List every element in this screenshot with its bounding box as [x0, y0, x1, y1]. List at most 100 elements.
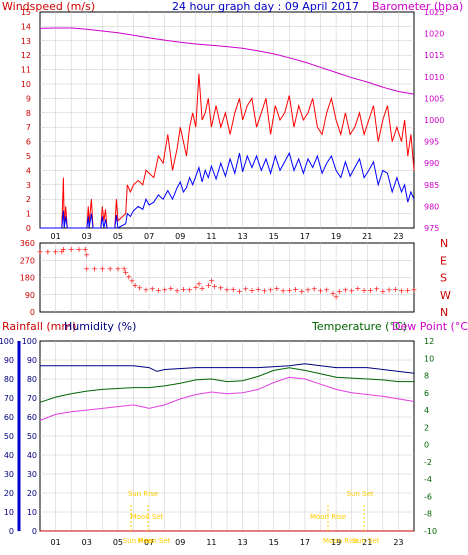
- direction-point: +: [136, 283, 143, 292]
- astro-label: Moon Set: [138, 537, 171, 545]
- rainfall-tick-label: 60: [4, 413, 14, 422]
- direction-point: +: [398, 287, 405, 296]
- humidity-tick-label: 20: [27, 489, 37, 498]
- direction-point: +: [83, 264, 90, 273]
- barometer-tick-label: 980: [424, 202, 439, 211]
- humidity-tick-label: 80: [27, 375, 37, 384]
- direction-point: +: [115, 264, 122, 273]
- windspeed-axis-title: Windspeed (m/s): [2, 0, 95, 13]
- windspeed-tick-label: 11: [21, 66, 31, 75]
- direction-point: +: [132, 281, 139, 290]
- astro-label: Moon Rise: [323, 537, 359, 545]
- direction-tick-label: 0: [30, 308, 35, 317]
- direction-point: +: [125, 273, 132, 282]
- direction-point: +: [317, 287, 324, 296]
- rainfall-tick-label: 30: [4, 470, 14, 479]
- hour-tick-label: 19: [331, 538, 341, 547]
- direction-point: +: [311, 285, 318, 294]
- rainfall-tick-label: 40: [4, 451, 14, 460]
- hour-tick-label: 19: [331, 232, 341, 241]
- direction-point: +: [107, 264, 114, 273]
- barometer-tick-label: 990: [424, 159, 439, 168]
- direction-grid: [40, 243, 414, 312]
- direction-point: +: [224, 285, 231, 294]
- hour-tick-label: 01: [50, 538, 60, 547]
- humidity-tick-label: 60: [27, 413, 37, 422]
- windspeed-tick-label: 1: [26, 210, 31, 219]
- direction-series: + + + ++ + + +++ + + + + ++++++ + + + + + + + + +++ +++ + + + + + +…: [37, 245, 418, 302]
- series-line-dew-point: [39, 376, 415, 421]
- hour-tick-label: 01: [50, 232, 60, 241]
- direction-point: +: [122, 268, 129, 277]
- direction-point: +: [58, 248, 65, 257]
- direction-point: +: [199, 284, 206, 293]
- direction-tick-label: 180: [20, 274, 35, 283]
- temperature-tick-label: 4: [424, 406, 429, 415]
- barometer-tick-label: 1025: [424, 8, 444, 17]
- compass-label: E: [440, 254, 447, 267]
- series-line-temperature: [39, 367, 414, 403]
- direction-degree-axis: 0 90 180 270 360: [20, 239, 35, 317]
- humidity-tick-label: 0: [32, 527, 37, 536]
- series-line-humidity: [40, 363, 415, 374]
- direction-point: +: [379, 287, 386, 296]
- compass-label: S: [440, 272, 447, 285]
- windspeed-tick-label: 12: [21, 51, 31, 60]
- windspeed-tick-label: 0: [26, 224, 31, 233]
- humidity-tick-label: 100: [22, 337, 37, 346]
- hour-tick-label: 03: [82, 232, 92, 241]
- hour-tick-label: 17: [300, 538, 310, 547]
- series-line-gust: [40, 73, 415, 229]
- rainfall-tick-label: 0: [9, 527, 14, 536]
- direction-point: +: [180, 285, 187, 294]
- windspeed-tick-label: 15: [21, 8, 31, 17]
- rainfall-tick-label: 80: [4, 375, 14, 384]
- compass-label: N: [440, 237, 448, 250]
- compass-label: W: [440, 289, 451, 302]
- humidity-tick-label: 90: [27, 356, 37, 365]
- direction-point: +: [174, 287, 181, 296]
- direction-point: +: [83, 251, 90, 260]
- hour-tick-label: 17: [300, 232, 310, 241]
- rainfall-axis-title: Rainfall (mm): [2, 320, 76, 333]
- direction-point: +: [330, 289, 337, 298]
- barometer-axis: 975 980 985 990 995 1000 1005 1010 1015 1020 1025: [424, 8, 444, 233]
- direction-point: +: [411, 285, 418, 294]
- temperature-tick-label: -4: [424, 475, 432, 484]
- direction-point: +: [230, 285, 237, 294]
- temperature-tick-label: 12: [424, 337, 434, 346]
- direction-point: +: [211, 282, 218, 291]
- hour-tick-label: 23: [393, 538, 403, 547]
- astro-label: Sun Set: [346, 490, 373, 498]
- direction-point: +: [292, 285, 299, 294]
- direction-point: +: [249, 286, 256, 295]
- wind-panel: Windspeed (m/s) 24 hour graph day : 09 A…: [2, 0, 463, 241]
- direction-point: +: [44, 248, 51, 257]
- hour-tick-label: 05: [113, 232, 123, 241]
- direction-point: +: [367, 286, 374, 295]
- direction-point: +: [280, 287, 287, 296]
- direction-point: +: [255, 285, 262, 294]
- barometer-tick-label: 985: [424, 181, 439, 190]
- direction-point: +: [323, 285, 330, 294]
- windspeed-tick-label: 13: [21, 37, 31, 46]
- direction-point: +: [186, 285, 193, 294]
- astro-labels: Sun Rise Sun Set Moon Set Moon Rise Sun Rise…: [123, 490, 380, 545]
- direction-point: +: [208, 276, 215, 285]
- windspeed-tick-label: 3: [26, 181, 31, 190]
- hour-tick-label: 21: [362, 232, 372, 241]
- compass-label: N: [440, 306, 448, 319]
- direction-point: +: [336, 287, 343, 296]
- direction-point: +: [68, 245, 75, 254]
- hour-tick-label: 09: [175, 538, 185, 547]
- astro-label: Sun Set: [352, 537, 379, 545]
- windspeed-tick-label: 6: [26, 138, 31, 147]
- direction-point: +: [404, 286, 411, 295]
- rainfall-tick-label: 50: [4, 432, 14, 441]
- temperature-tick-label: -6: [424, 492, 432, 501]
- rainfall-tick-label: 20: [4, 489, 14, 498]
- barometer-tick-label: 995: [424, 138, 439, 147]
- hour-tick-label: 11: [206, 232, 216, 241]
